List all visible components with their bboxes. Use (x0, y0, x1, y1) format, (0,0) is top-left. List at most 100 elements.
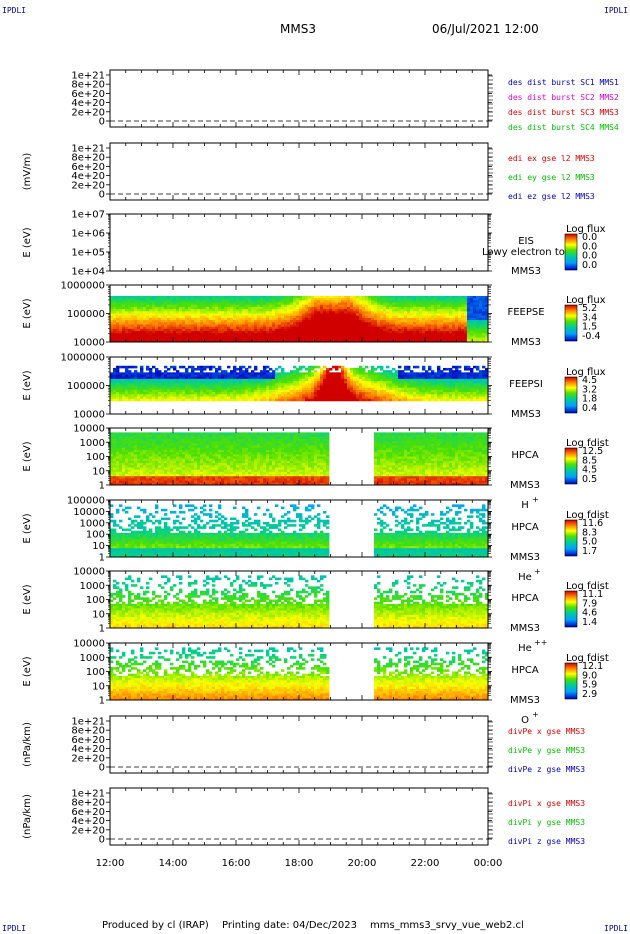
heatmap-cell (242, 376, 246, 380)
heatmap-cell (404, 333, 408, 336)
heatmap-cell (296, 300, 300, 303)
heatmap-cell (467, 317, 471, 321)
heatmap-cell (221, 324, 225, 328)
heatmap-cell (440, 295, 444, 299)
heatmap-cell (125, 315, 129, 319)
heatmap-cell (383, 300, 387, 303)
heatmap-cell (116, 304, 120, 308)
heatmap-cell (167, 387, 171, 391)
heatmap-cell (293, 339, 297, 343)
heatmap-cell (149, 315, 153, 319)
heatmap-cell (467, 313, 471, 317)
heatmap-cell (326, 298, 330, 301)
heatmap-cell (275, 315, 279, 319)
heatmap-cell (299, 298, 303, 301)
heatmap-cell (260, 376, 264, 380)
heatmap-cell (464, 365, 468, 369)
heatmap-cell (323, 333, 327, 336)
heatmap-cell (338, 317, 342, 321)
heatmap-cell (434, 306, 438, 310)
heatmap-cell (413, 392, 417, 395)
heatmap-cell (377, 365, 381, 369)
heatmap-cell (176, 392, 180, 395)
heatmap-cell (140, 317, 144, 321)
heatmap-cell (323, 313, 327, 317)
heatmap-cell (290, 372, 294, 375)
heatmap-cell (371, 394, 375, 397)
heatmap-cell (410, 311, 414, 314)
heatmap-cell (116, 309, 120, 312)
heatmap-cell (446, 322, 450, 325)
heatmap-cell (374, 304, 378, 308)
heatmap-cell (233, 392, 237, 395)
heatmap-cell (401, 300, 405, 303)
heatmap-cell (329, 398, 333, 402)
heatmap-cell (113, 311, 117, 314)
heatmap-cell (140, 389, 144, 393)
heatmap-cell (458, 385, 462, 389)
heatmap-cell (416, 374, 420, 378)
heatmap-cell (161, 376, 165, 380)
heatmap-cell (479, 331, 483, 334)
heatmap-cell (293, 333, 297, 336)
heatmap-cell (380, 302, 384, 306)
heatmap-cell (233, 389, 237, 393)
heatmap-cell (473, 376, 477, 380)
heatmap-cell (266, 322, 270, 325)
heatmap-cell (335, 322, 339, 325)
heatmap-cell (458, 300, 462, 303)
heatmap-cell (419, 381, 423, 384)
heatmap-cell (329, 295, 333, 299)
heatmap-cell (137, 333, 141, 336)
heatmap-cell (137, 315, 141, 319)
heatmap-cell (197, 394, 201, 397)
heatmap-cell (167, 328, 171, 332)
heatmap-cell (455, 317, 459, 321)
heatmap-cell (158, 372, 162, 375)
heatmap-cell (215, 396, 219, 400)
heatmap-cell (431, 317, 435, 321)
heatmap-cell (266, 396, 270, 400)
heatmap-cell (290, 370, 294, 373)
heatmap-cell (371, 306, 375, 310)
heatmap-cell (359, 370, 363, 373)
heatmap-cell (149, 295, 153, 299)
heatmap-cell (113, 324, 117, 328)
heatmap-cell (350, 315, 354, 319)
heatmap-cell (443, 374, 447, 378)
heatmap-cell (182, 313, 186, 317)
heatmap-cell (320, 311, 324, 314)
heatmap-cell (347, 315, 351, 319)
heatmap-cell (431, 315, 435, 319)
heatmap-cell (410, 309, 414, 312)
heatmap-cell (188, 335, 192, 339)
heatmap-cell (368, 370, 372, 373)
heatmap-cell (323, 381, 327, 384)
heatmap-cell (389, 326, 393, 330)
heatmap-cell (203, 337, 207, 341)
heatmap-cell (131, 326, 135, 330)
heatmap-cell (242, 365, 246, 369)
heatmap-cell (203, 385, 207, 389)
heatmap-cell (233, 315, 237, 319)
heatmap-cell (149, 398, 153, 402)
heatmap-cell (260, 383, 264, 386)
heatmap-cell (329, 322, 333, 325)
heatmap-cell (242, 389, 246, 393)
heatmap-cell (287, 372, 291, 375)
heatmap-cell (323, 324, 327, 328)
heatmap-cell (338, 326, 342, 330)
heatmap-cell (191, 324, 195, 328)
heatmap-cell (284, 311, 288, 314)
heatmap-cell (311, 392, 315, 395)
heatmap-cell (224, 324, 228, 328)
heatmap-cell (134, 302, 138, 306)
heatmap-cell (407, 331, 411, 334)
heatmap-cell (440, 322, 444, 325)
heatmap-cell (113, 396, 117, 400)
heatmap-cell (185, 315, 189, 319)
heatmap-cell (467, 392, 471, 395)
heatmap-cell (179, 317, 183, 321)
heatmap-cell (296, 328, 300, 332)
heatmap-cell (302, 304, 306, 308)
